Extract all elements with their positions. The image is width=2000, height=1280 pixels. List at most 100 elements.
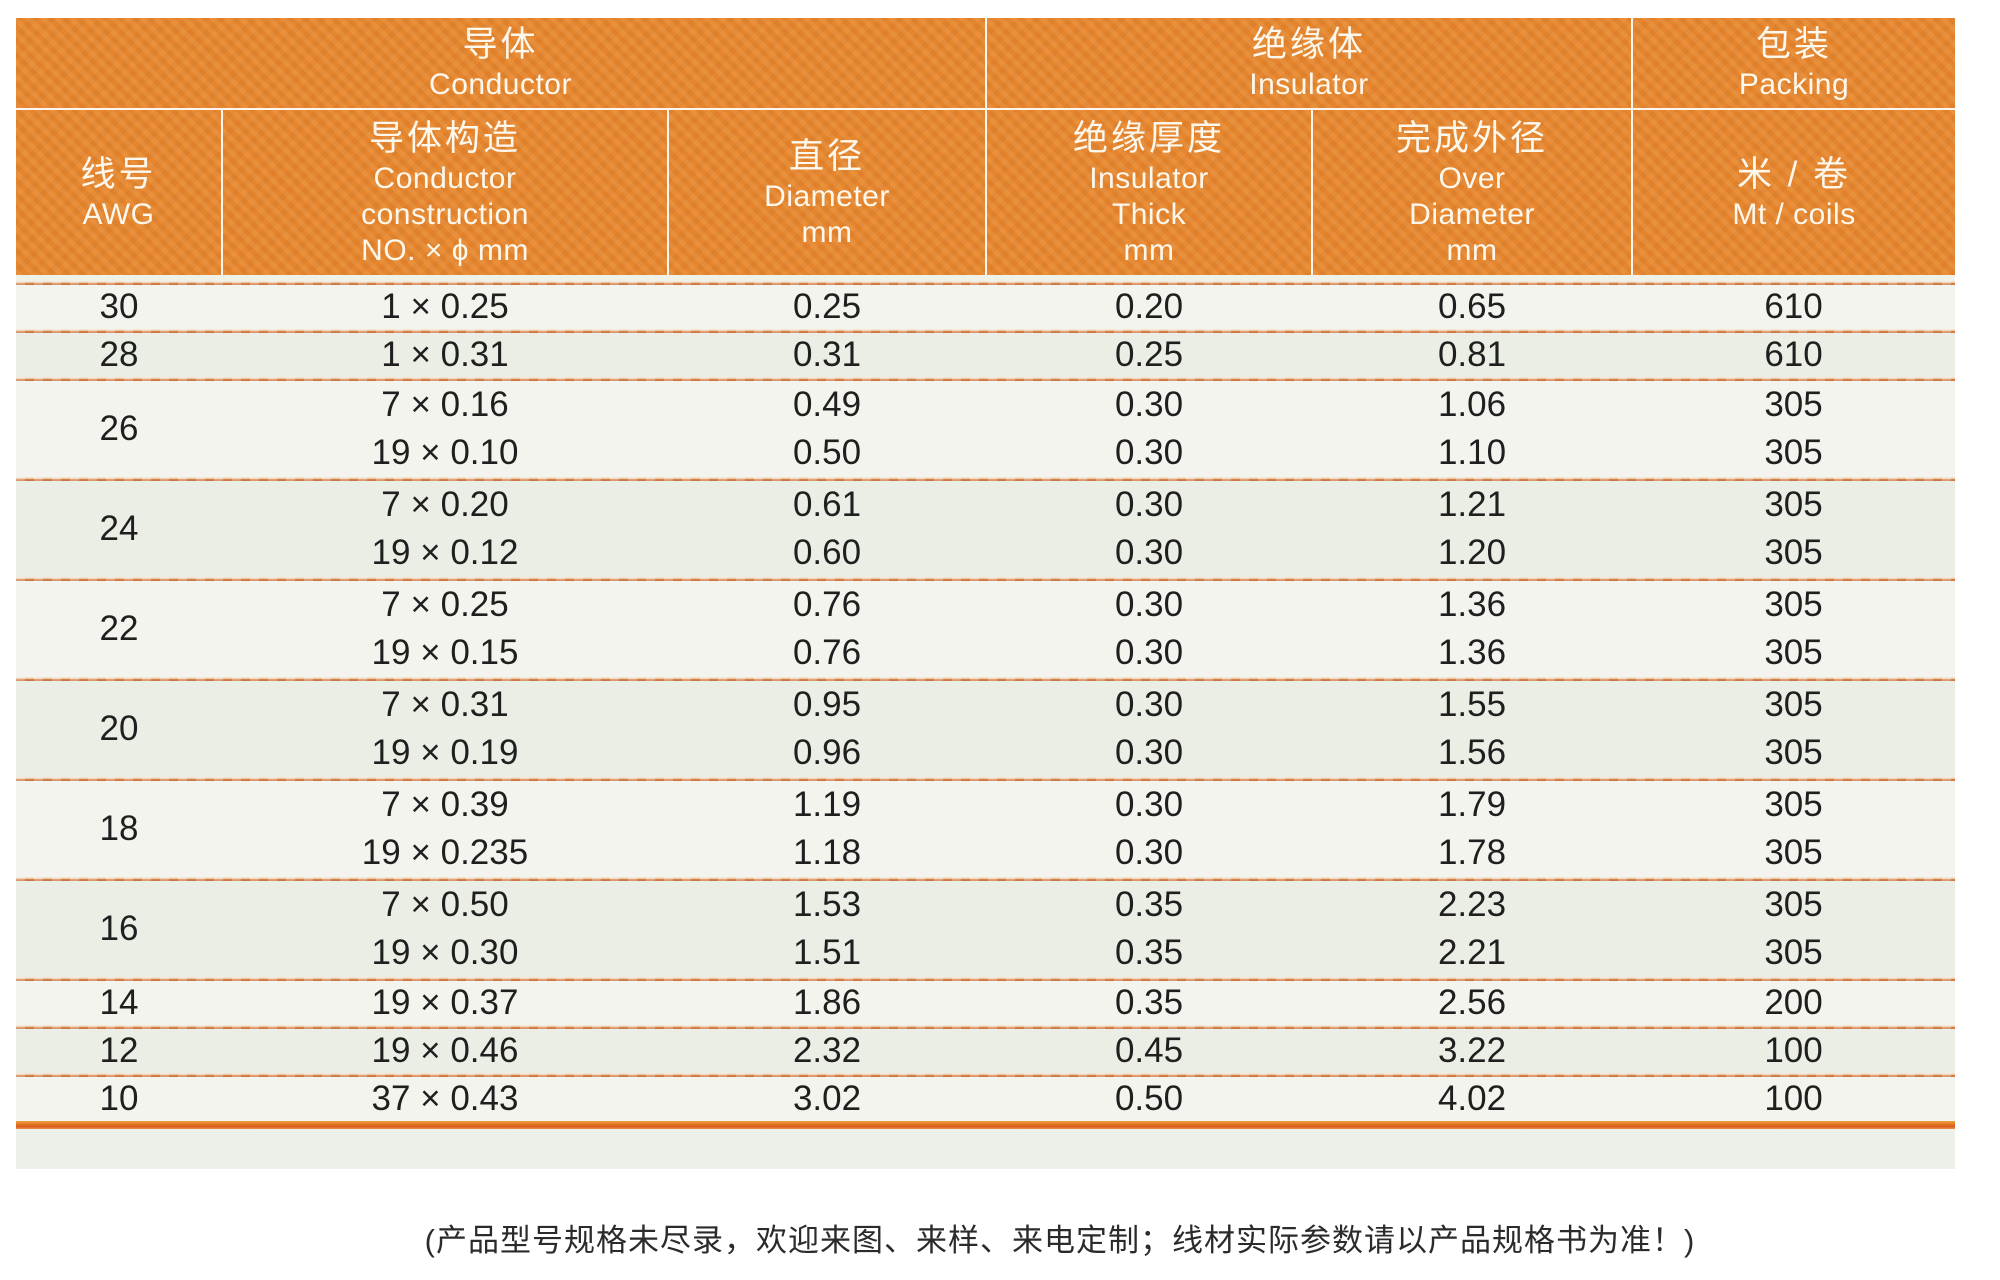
insulator-thick-cell: 0.35 [986,881,1313,929]
table-row: 24 7 × 0.20 0.61 0.30 1.21 305 [16,481,1956,577]
over-diameter-cell: 1.78 [1312,829,1633,877]
packing-cell: 200 [1632,981,1956,1025]
packing-cell: 305 [1632,381,1956,429]
column-header-construction: 导体构造 Conductor construction NO. × ϕ mm [221,108,668,275]
packing-cell: 305 [1632,829,1956,877]
insulator-thick-cell: 0.30 [986,381,1313,429]
packing-cell: 305 [1632,481,1956,529]
table-bottom-padding [16,1129,1956,1169]
construction-cell: 7 × 0.50 [222,881,668,929]
construction-cell: 19 × 0.46 [222,1029,668,1073]
spec-table-wrap: 导体 Conductor 绝缘体 Insulator 包装 Packing 线号 [16,18,1956,1169]
packing-cell: 610 [1632,333,1956,377]
construction-cell: 19 × 0.37 [222,981,668,1025]
insulator-thick-cell: 0.30 [986,429,1313,477]
footer-note: (产品型号规格未尽录，欢迎来图、来样、来电定制；线材实际参数请以产品规格书为准！… [424,1223,1696,1258]
super-header-packing: 包装 Packing [1631,18,1956,109]
insulator-thick-cell: 0.25 [986,333,1313,377]
table-row: 30 1 × 0.25 0.25 0.20 0.65 610 [16,285,1956,329]
packing-cell: 305 [1632,429,1956,477]
insulator-thick-cell: 0.30 [986,481,1313,529]
awg-cell: 30 [16,285,222,329]
super-header-packing-en: Packing [1738,68,1850,101]
table-row: 19 × 0.235 1.18 0.30 1.78 305 [16,829,1956,877]
diameter-cell: 0.61 [668,481,987,529]
insulator-thick-cell: 0.35 [986,981,1313,1025]
table-row: 19 × 0.15 0.76 0.30 1.36 305 [16,629,1956,677]
super-header-row: 导体 Conductor 绝缘体 Insulator 包装 Packing [16,18,1956,109]
row-separator [16,777,1956,781]
table-row: 19 × 0.30 1.51 0.35 2.21 305 [16,929,1956,977]
construction-cell: 19 × 0.15 [222,629,668,677]
table-row: 22 7 × 0.25 0.76 0.30 1.36 305 [16,581,1956,677]
table-row: 18 7 × 0.39 1.19 0.30 1.79 305 [16,781,1956,877]
table-bottom-rule [16,1121,1956,1129]
awg-cell: 10 [16,1077,222,1121]
row-separator [16,1073,1956,1077]
column-header-over-diameter-zh: 完成外径 [1396,118,1549,158]
table-row: 10 37 × 0.43 3.02 0.50 4.02 100 [16,1077,1956,1121]
super-header-insulator-zh: 绝缘体 [1252,25,1367,64]
insulator-thick-cell: 0.20 [986,285,1313,329]
over-diameter-cell: 1.79 [1312,781,1633,829]
construction-cell: 7 × 0.20 [222,481,668,529]
column-header-insulator-thick-en: Insulator Thick mm [1089,161,1209,267]
table-row: 19 × 0.12 0.60 0.30 1.20 305 [16,529,1956,577]
insulator-thick-cell: 0.30 [986,629,1313,677]
over-diameter-cell: 1.06 [1312,381,1633,429]
packing-cell: 305 [1632,629,1956,677]
packing-cell: 100 [1632,1077,1956,1121]
insulator-thick-cell: 0.50 [986,1077,1313,1121]
over-diameter-cell: 0.81 [1312,333,1633,377]
diameter-cell: 0.96 [668,729,987,777]
row-separator [16,377,1956,381]
awg-cell: 26 [16,381,222,477]
row-separator [16,477,1956,481]
over-diameter-cell: 3.22 [1312,1029,1633,1073]
row-separator [16,677,1956,681]
table-bottom-padding [16,1129,1956,1169]
over-diameter-cell: 4.02 [1312,1077,1633,1121]
packing-cell: 305 [1632,581,1956,629]
table-row: 26 7 × 0.16 0.49 0.30 1.06 305 [16,381,1956,477]
construction-cell: 19 × 0.10 [222,429,668,477]
super-header-insulator-en: Insulator [1249,68,1369,101]
awg-cell: 18 [16,781,222,877]
insulator-thick-cell: 0.30 [986,581,1313,629]
table-top-padding [16,275,1956,281]
diameter-cell: 0.60 [668,529,987,577]
row-separator [16,577,1956,581]
diameter-cell: 0.25 [668,285,987,329]
construction-cell: 7 × 0.31 [222,681,668,729]
table-row: 20 7 × 0.31 0.95 0.30 1.55 305 [16,681,1956,777]
awg-cell: 20 [16,681,222,777]
super-header-packing-zh: 包装 [1756,25,1833,64]
row-separator [16,329,1956,333]
table-top-padding [16,275,1956,281]
row-separator [16,329,1956,333]
awg-cell: 22 [16,581,222,677]
diameter-cell: 1.18 [668,829,987,877]
row-separator [16,377,1956,381]
over-diameter-cell: 1.20 [1312,529,1633,577]
diameter-cell: 0.76 [668,629,987,677]
diameter-cell: 1.19 [668,781,987,829]
packing-cell: 100 [1632,1029,1956,1073]
diameter-cell: 0.49 [668,381,987,429]
row-separator [16,477,1956,481]
row-separator [16,1025,1956,1029]
column-header-awg: 线号 AWG [16,108,222,275]
packing-cell: 305 [1632,781,1956,829]
diameter-cell: 0.95 [668,681,987,729]
over-diameter-cell: 1.36 [1312,581,1633,629]
over-diameter-cell: 1.55 [1312,681,1633,729]
over-diameter-cell: 2.21 [1312,929,1633,977]
over-diameter-cell: 2.56 [1312,981,1633,1025]
super-header-insulator: 绝缘体 Insulator [985,18,1633,109]
table-row: 19 × 0.19 0.96 0.30 1.56 305 [16,729,1956,777]
over-diameter-cell: 2.23 [1312,881,1633,929]
row-separator [16,677,1956,681]
row-separator [16,977,1956,981]
diameter-cell: 2.32 [668,1029,987,1073]
construction-cell: 7 × 0.39 [222,781,668,829]
